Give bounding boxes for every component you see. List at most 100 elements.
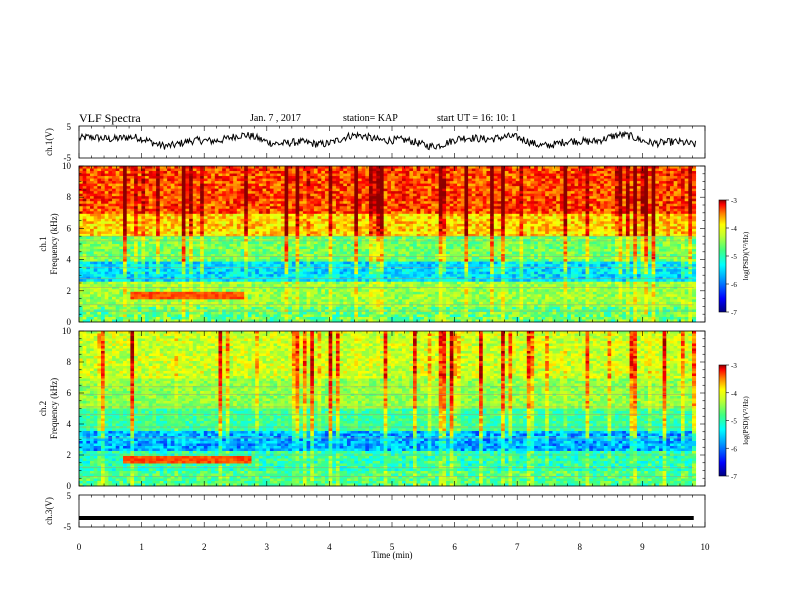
spectrogram-cell (457, 179, 461, 182)
spectrogram-cell (369, 191, 373, 194)
spectrogram-cell (97, 181, 101, 184)
spectrogram-cell (292, 191, 296, 194)
spectrogram-cell (285, 169, 289, 172)
spectrogram-cell (141, 199, 145, 202)
spectrogram-cell (589, 174, 593, 177)
spectrogram-cell (655, 176, 659, 179)
spectrogram-cell (578, 191, 582, 194)
spectrogram-cell (204, 171, 208, 174)
spectrogram-cell (185, 194, 189, 197)
spectrogram-cell (402, 166, 406, 169)
spectrogram-cell (167, 186, 171, 189)
spectrogram-cell (211, 186, 215, 189)
spectrogram-cell (608, 174, 612, 177)
spectrogram-cell (123, 199, 127, 202)
spectrogram-cell (141, 196, 145, 199)
spectrogram-cell (600, 174, 604, 177)
spectrogram-cell (479, 179, 483, 182)
spectrogram-cell (274, 171, 278, 174)
spectrogram-cell (141, 191, 145, 194)
spectrogram-cell (688, 184, 692, 187)
spectrogram-cell (314, 191, 318, 194)
spectrogram-cell (259, 179, 263, 182)
spectrogram-cell (575, 199, 579, 202)
spectrogram-cell (648, 196, 652, 199)
spectrogram-cell (365, 174, 369, 177)
spectrogram-cell (633, 179, 637, 182)
spectrogram-cell (402, 199, 406, 202)
spectrogram-cell (321, 169, 325, 172)
spectrogram-cell (523, 184, 527, 187)
spectrogram-cell (413, 194, 417, 197)
spectrogram-cell (575, 176, 579, 179)
spectrogram-cell (123, 181, 127, 184)
spectrogram-cell (215, 191, 219, 194)
spectrogram-cell (94, 166, 98, 169)
spectrogram-cell (329, 196, 333, 199)
spectrogram-cell (648, 194, 652, 197)
spectrogram-cell (255, 194, 259, 197)
spectrogram-cell (296, 194, 300, 197)
spectrogram-cell (193, 196, 197, 199)
spectrogram-cell (193, 191, 197, 194)
spectrogram-cell (692, 169, 696, 172)
spectrogram-cell (530, 171, 534, 174)
spectrogram-cell (233, 191, 237, 194)
spectrogram-cell (564, 199, 568, 202)
spectrogram-cell (652, 191, 656, 194)
spectrogram-cell (281, 199, 285, 202)
spectrogram-cell (593, 186, 597, 189)
spectrogram-cell (681, 176, 685, 179)
spectrogram-cell (553, 181, 557, 184)
spectrogram-cell (237, 186, 241, 189)
spectrogram-cell (545, 199, 549, 202)
spectrogram-cell (160, 179, 164, 182)
spectrogram-cell (439, 194, 443, 197)
spectrogram-cell (141, 169, 145, 172)
spectrogram-cell (479, 181, 483, 184)
spectrogram-cell (549, 181, 553, 184)
spectrogram-cell (105, 199, 109, 202)
spectrogram-cell (619, 184, 623, 187)
spectrogram-cell (108, 196, 112, 199)
spectrogram-cell (241, 171, 245, 174)
spectrogram-cell (207, 189, 211, 192)
spectrogram-cell (523, 196, 527, 199)
spectrogram-cell (296, 191, 300, 194)
spectrogram-cell (252, 169, 256, 172)
spectrogram-cell (688, 166, 692, 169)
spectrogram-cell (241, 184, 245, 187)
spectrogram-cell (666, 181, 670, 184)
spectrogram-cell (431, 199, 435, 202)
spectrogram-cell (490, 179, 494, 182)
spectrogram-cell (659, 174, 663, 177)
spectrogram-cell (274, 169, 278, 172)
spectrogram-cell (490, 171, 494, 174)
spectrogram-cell (174, 199, 178, 202)
spectrogram-cell (211, 179, 215, 182)
spectrogram-cell (380, 191, 384, 194)
spectrogram-cell (336, 186, 340, 189)
spectrogram-cell (391, 199, 395, 202)
spectrogram-cell (384, 171, 388, 174)
spectrogram-cell (553, 184, 557, 187)
spectrogram-cell (83, 186, 87, 189)
spectrogram-cell (182, 189, 186, 192)
spectrogram-cell (189, 176, 193, 179)
spectrogram-cell (630, 176, 634, 179)
spectrogram-cell (108, 181, 112, 184)
spectrogram-cell (358, 176, 362, 179)
spectrogram-cell (171, 174, 175, 177)
spectrogram-cell (516, 186, 520, 189)
spectrogram-cell (97, 186, 101, 189)
spectrogram-cell (508, 179, 512, 182)
spectrogram-cell (241, 179, 245, 182)
spectrogram-cell (233, 179, 237, 182)
spectrogram-cell (575, 179, 579, 182)
spectrogram-cell (435, 194, 439, 197)
spectrogram-cell (428, 171, 432, 174)
spectrogram-cell (475, 184, 479, 187)
spectrogram-cell (475, 191, 479, 194)
spectrogram-cell (222, 179, 226, 182)
spectrogram-cell (648, 174, 652, 177)
